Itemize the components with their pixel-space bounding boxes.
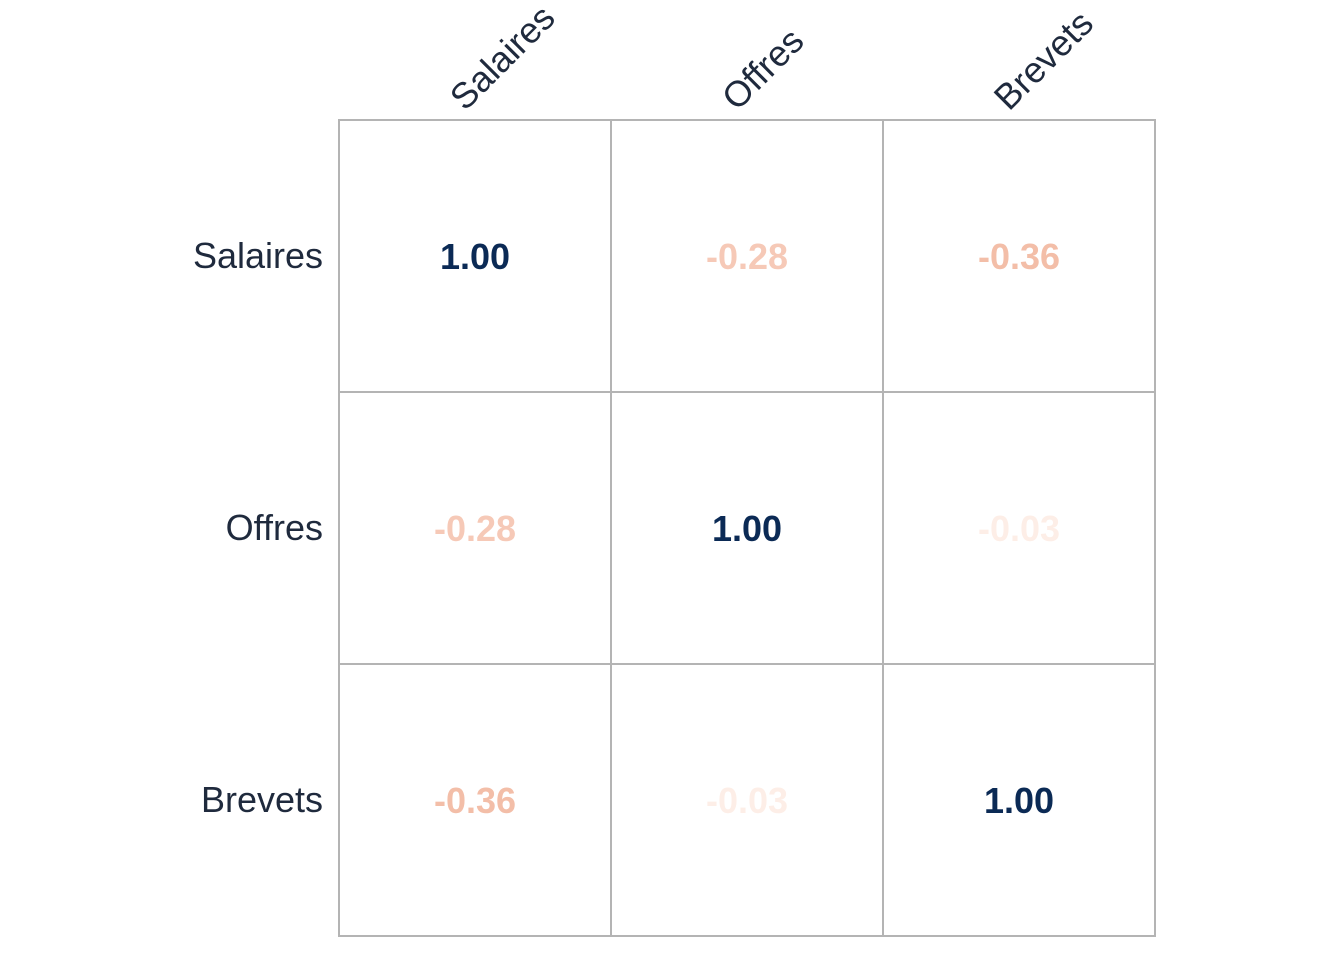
row-label: Salaires: [193, 235, 323, 276]
cell-value-label: -0.36: [434, 780, 516, 821]
heatmap-cell: [882, 119, 1156, 393]
heatmap-cell: [610, 391, 884, 665]
cell-value-label: -0.03: [706, 780, 788, 821]
cell-value-label: 1.00: [984, 780, 1054, 821]
row-label: Offres: [226, 507, 323, 548]
cell-value-label: 1.00: [712, 508, 782, 549]
row-labels: Salaires Offres Brevets: [193, 235, 323, 820]
column-label: Brevets: [986, 2, 1101, 117]
heatmap-cell: [882, 391, 1156, 665]
cell-value-label: -0.28: [706, 236, 788, 277]
heatmap-cell: [882, 663, 1156, 937]
cell-value-label: -0.28: [434, 508, 516, 549]
cell-value-label: -0.03: [978, 508, 1060, 549]
heatmap-cell: [610, 663, 884, 937]
column-labels: Salaires Offres Brevets: [442, 0, 1101, 118]
column-label: Offres: [714, 20, 812, 118]
row-label: Brevets: [201, 779, 323, 820]
heatmap-cell: [610, 119, 884, 393]
heatmap-cell: [338, 663, 612, 937]
heatmap-cell: [338, 119, 612, 393]
column-label: Salaires: [442, 0, 563, 118]
heatmap-cells: 1.00 -0.28 -0.36 -0.28 1.00 -0.03 -0.36 -0.03 1.…: [338, 119, 1156, 937]
cell-value-label: -0.36: [978, 236, 1060, 277]
cell-value-label: 1.00: [440, 236, 510, 277]
heatmap-cell: [338, 391, 612, 665]
